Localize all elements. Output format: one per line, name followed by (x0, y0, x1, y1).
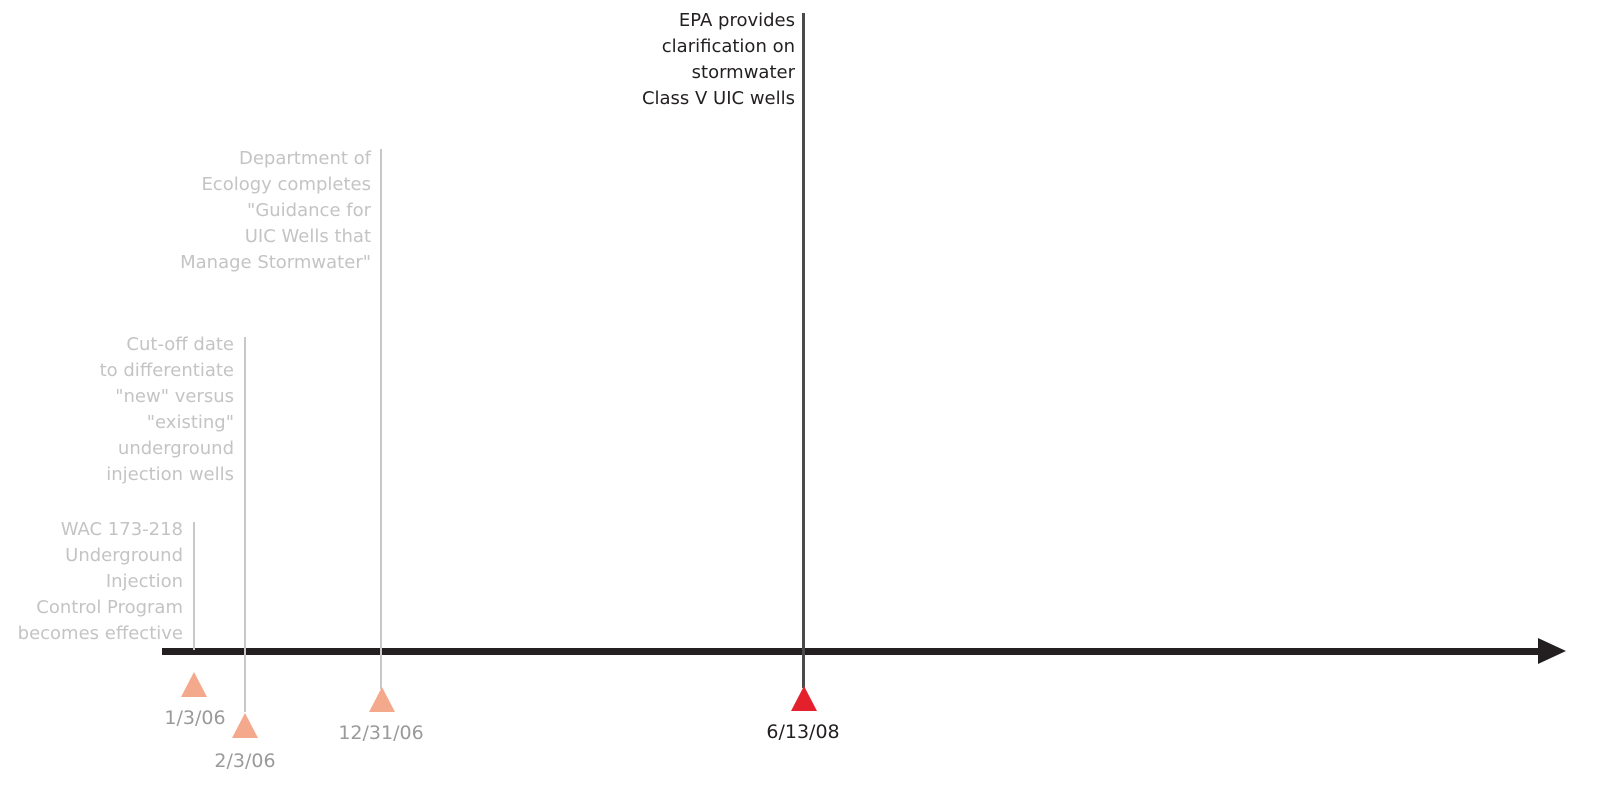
event-4-marker-icon (791, 686, 817, 711)
event-3-label-line: Manage Stormwater" (180, 252, 371, 273)
event-2-line (244, 337, 246, 712)
event-1-line (193, 522, 195, 650)
event-3-label-line: Department of (239, 148, 371, 169)
event-2-label-line: Cut-off date (126, 334, 234, 355)
event-3-label-line: "Guidance for (247, 200, 371, 221)
event-4-label-line: EPA provides (678, 10, 795, 31)
event-3-label-line: UIC Wells that (244, 226, 371, 247)
event-1-label-line: Control Program (36, 597, 183, 618)
event-1-date: 1/3/06 (164, 707, 226, 729)
event-2-label-line: "existing" (146, 412, 234, 433)
event-2-label-line: underground (117, 438, 234, 459)
event-1-label-line: Underground (65, 545, 183, 566)
event-4-label-line: Class V UIC wells (641, 88, 795, 109)
event-3-line (380, 149, 382, 689)
timeline-arrowhead-icon (1538, 638, 1566, 664)
event-2-marker-icon (232, 713, 258, 738)
event-2-label-line: to differentiate (99, 360, 234, 381)
event-4-label: EPA provides clarification on stormwater… (642, 8, 795, 112)
event-4-label-line: stormwater (691, 62, 795, 83)
event-1-label-line: becomes effective (17, 623, 183, 644)
event-2-label-line: "new" versus (115, 386, 234, 407)
event-2-label: Cut-off date to differentiate "new" vers… (100, 332, 234, 488)
event-2-label-line: injection wells (106, 464, 234, 485)
event-2-date: 2/3/06 (214, 750, 276, 772)
event-4-date: 6/13/08 (766, 721, 840, 743)
event-3-label: Department of Ecology completes "Guidanc… (180, 146, 371, 276)
event-3-label-line: Ecology completes (201, 174, 371, 195)
event-3-date: 12/31/06 (338, 722, 424, 744)
event-4-label-line: clarification on (661, 36, 795, 57)
event-1-label: WAC 173-218 Underground Injection Contro… (18, 517, 183, 647)
event-3-marker-icon (369, 687, 395, 712)
event-1-label-line: Injection (105, 571, 183, 592)
event-1-label-line: WAC 173-218 (60, 519, 183, 540)
event-4-line (802, 13, 805, 688)
event-1-marker-icon (181, 672, 207, 697)
timeline-axis (162, 648, 1542, 655)
